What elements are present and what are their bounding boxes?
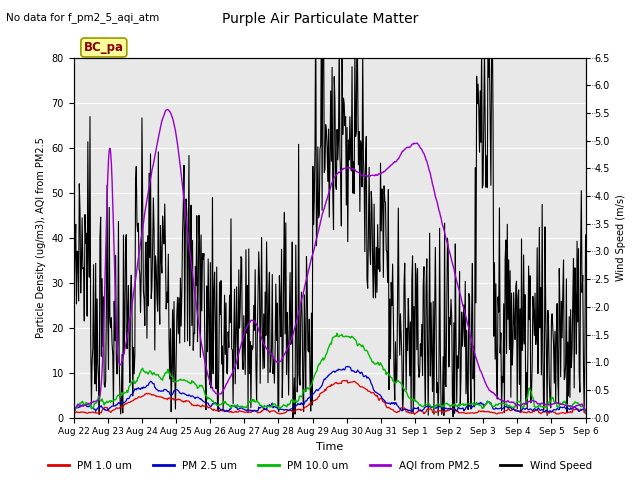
- Text: BC_pa: BC_pa: [84, 41, 124, 54]
- Legend: PM 1.0 um, PM 2.5 um, PM 10.0 um, AQI from PM2.5, Wind Speed: PM 1.0 um, PM 2.5 um, PM 10.0 um, AQI fr…: [44, 456, 596, 475]
- Y-axis label: Wind Speed (m/s): Wind Speed (m/s): [616, 194, 626, 281]
- Text: No data for f_pm2_5_aqi_atm: No data for f_pm2_5_aqi_atm: [6, 12, 159, 23]
- Text: Purple Air Particulate Matter: Purple Air Particulate Matter: [222, 12, 418, 26]
- Y-axis label: Particle Density (ug/m3), AQI from PM2.5: Particle Density (ug/m3), AQI from PM2.5: [36, 137, 46, 338]
- X-axis label: Time: Time: [316, 442, 343, 452]
